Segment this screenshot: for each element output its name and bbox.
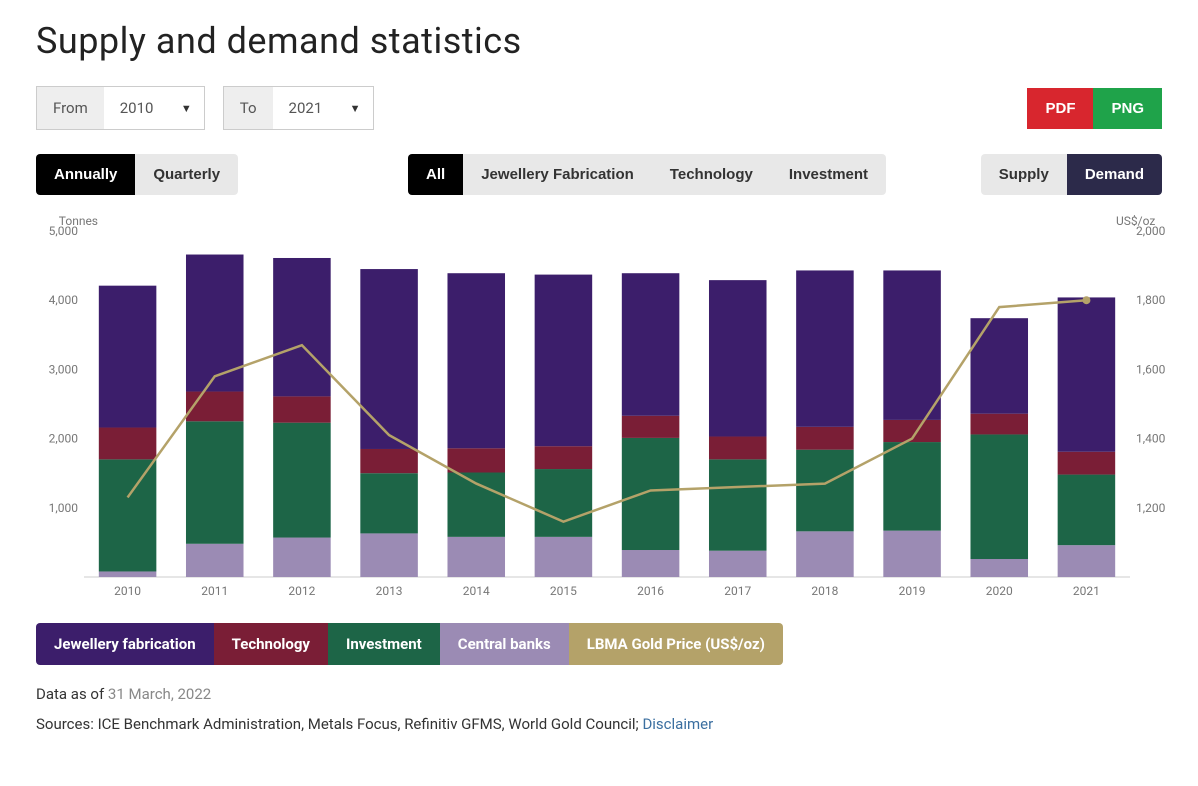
legend: Jewellery fabricationTechnologyInvestmen… — [36, 623, 783, 665]
svg-text:3,000: 3,000 — [49, 362, 79, 376]
export-pdf-button[interactable]: PDF — [1027, 88, 1093, 129]
svg-text:1,800: 1,800 — [1136, 293, 1166, 307]
jewellery-button[interactable]: Jewellery Fabrication — [463, 154, 652, 195]
data-asof: Data as of 31 March, 2022 — [36, 685, 1162, 703]
controls-row: From 2010 To 2021 PDF PNG — [36, 86, 1162, 130]
investment-button[interactable]: Investment — [771, 154, 886, 195]
from-select[interactable]: 2010 — [104, 87, 204, 129]
sources: Sources: ICE Benchmark Administration, M… — [36, 715, 1162, 733]
toggle-row: Annually Quarterly All Jewellery Fabrica… — [36, 154, 1162, 195]
svg-text:5,000: 5,000 — [49, 224, 79, 238]
svg-text:2,000: 2,000 — [49, 432, 79, 446]
svg-text:2019: 2019 — [899, 584, 926, 598]
page-title: Supply and demand statistics — [36, 20, 1162, 62]
period-toggle: Annually Quarterly — [36, 154, 238, 195]
asof-value: 31 March, 2022 — [108, 685, 211, 703]
disclaimer-link[interactable]: Disclaimer — [642, 715, 713, 733]
to-label: To — [224, 87, 273, 129]
svg-text:2016: 2016 — [637, 584, 664, 598]
legend-item[interactable]: Jewellery fabrication — [36, 623, 214, 665]
quarterly-button[interactable]: Quarterly — [135, 154, 238, 195]
sd-toggle: Supply Demand — [981, 154, 1162, 195]
legend-item[interactable]: LBMA Gold Price (US$/oz) — [569, 623, 783, 665]
export-buttons: PDF PNG — [1027, 88, 1162, 129]
supply-button[interactable]: Supply — [981, 154, 1067, 195]
all-button[interactable]: All — [408, 154, 463, 195]
export-png-button[interactable]: PNG — [1093, 88, 1162, 129]
asof-label: Data as of — [36, 685, 104, 703]
svg-text:1,400: 1,400 — [1136, 432, 1166, 446]
demand-button[interactable]: Demand — [1067, 154, 1162, 195]
svg-text:2015: 2015 — [550, 584, 577, 598]
svg-text:2017: 2017 — [724, 584, 751, 598]
from-label: From — [37, 87, 104, 129]
sources-text: ICE Benchmark Administration, Metals Foc… — [98, 715, 639, 733]
chart-svg: TonnesUS$/oz1,0002,0003,0004,0005,0001,2… — [36, 211, 1178, 603]
svg-text:2021: 2021 — [1073, 584, 1100, 598]
category-toggle: All Jewellery Fabrication Technology Inv… — [408, 154, 886, 195]
sources-label: Sources: — [36, 715, 94, 733]
svg-text:2012: 2012 — [288, 584, 315, 598]
svg-text:1,600: 1,600 — [1136, 362, 1166, 376]
svg-text:2010: 2010 — [114, 584, 141, 598]
legend-item[interactable]: Technology — [214, 623, 328, 665]
to-select[interactable]: 2021 — [273, 87, 373, 129]
legend-item[interactable]: Central banks — [440, 623, 569, 665]
to-date-box: To 2021 — [223, 86, 374, 130]
technology-button[interactable]: Technology — [652, 154, 771, 195]
svg-text:2013: 2013 — [376, 584, 403, 598]
svg-text:1,200: 1,200 — [1136, 501, 1166, 515]
svg-text:4,000: 4,000 — [49, 293, 79, 307]
legend-item[interactable]: Investment — [328, 623, 440, 665]
chart: TonnesUS$/oz1,0002,0003,0004,0005,0001,2… — [36, 211, 1162, 603]
svg-text:2014: 2014 — [463, 584, 490, 598]
svg-text:1,000: 1,000 — [49, 501, 79, 515]
svg-text:2020: 2020 — [986, 584, 1013, 598]
annually-button[interactable]: Annually — [36, 154, 135, 195]
svg-text:2,000: 2,000 — [1136, 224, 1166, 238]
svg-text:2011: 2011 — [201, 584, 228, 598]
from-date-box: From 2010 — [36, 86, 205, 130]
svg-text:2018: 2018 — [811, 584, 838, 598]
